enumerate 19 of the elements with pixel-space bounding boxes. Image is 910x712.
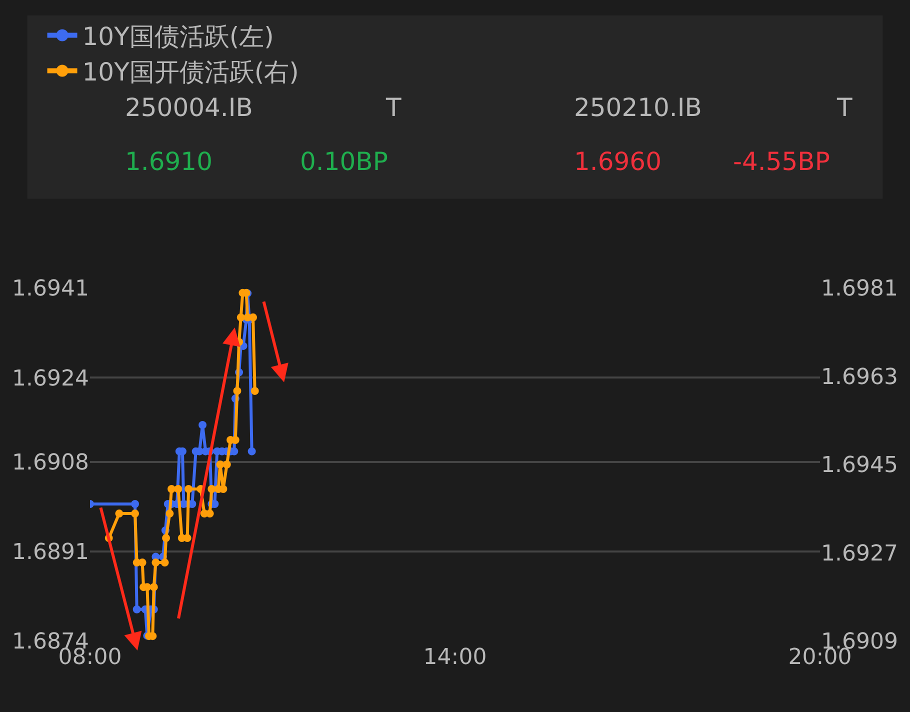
y-tick-label: 1.6941	[12, 276, 89, 302]
text: T	[385, 93, 402, 122]
text: T	[836, 93, 853, 122]
text: 1.6910	[125, 147, 212, 176]
y2-tick-label: 1.6981	[821, 276, 898, 302]
y2-tick-label: 1.6945	[821, 453, 898, 478]
legend-label: 10Y国开债活跃(右)	[82, 57, 299, 86]
text: -4.55BP	[733, 147, 830, 176]
text: 250004.IB	[125, 93, 253, 122]
x-tick-label: 14:00	[423, 645, 487, 670]
y-tick-label: 1.6891	[12, 540, 89, 566]
text: 0.10BP	[300, 147, 388, 176]
y2-tick-label: 1.6927	[821, 541, 898, 566]
y2-tick-label: 1.6963	[821, 364, 898, 390]
text: 250210.IB	[574, 93, 702, 122]
text: 1.6960	[574, 147, 662, 176]
legend-label: 10Y国债活跃(左)	[82, 22, 274, 51]
y-tick-label: 1.6908	[12, 450, 89, 476]
y-tick-label: 1.6924	[12, 366, 89, 392]
